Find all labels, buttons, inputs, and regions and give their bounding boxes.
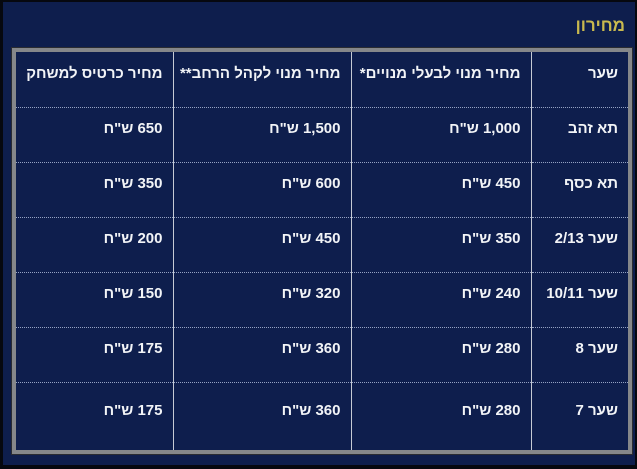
header-row: שער מחיר מנוי לבעלי מנויים* מחיר מנוי לק… — [16, 52, 628, 107]
cell-member-price: 280 ש"ח — [350, 326, 531, 382]
cell-ticket-price: 150 ש"ח — [16, 271, 173, 327]
cell-ticket-price: 200 ש"ח — [16, 216, 173, 272]
table-row-gate-10-11: שער 10/11 240 ש"ח 320 ש"ח 150 ש"ח — [16, 271, 628, 327]
column-header-gate: שער — [530, 52, 628, 107]
cell-gate: תא זהב — [530, 106, 628, 162]
table-row-gate-7: שער 7 280 ש"ח 360 ש"ח 175 ש"ח — [16, 381, 628, 450]
page-title: מחירון — [575, 16, 625, 35]
price-table: שער מחיר מנוי לבעלי מנויים* מחיר מנוי לק… — [16, 52, 628, 450]
cell-ticket-price: 175 ש"ח — [16, 381, 173, 450]
cell-ticket-price: 175 ש"ח — [16, 326, 173, 382]
cell-ticket-price: 650 ש"ח — [16, 106, 173, 162]
cell-member-price: 450 ש"ח — [350, 161, 531, 217]
cell-gate: שער 10/11 — [530, 271, 628, 327]
cell-public-price: 1,500 ש"ח — [172, 106, 351, 162]
cell-member-price: 1,000 ש"ח — [350, 106, 531, 162]
table-row-gate-2-13: שער 2/13 350 ש"ח 450 ש"ח 200 ש"ח — [16, 216, 628, 272]
cell-public-price: 320 ש"ח — [172, 271, 351, 327]
cell-gate: שער 7 — [530, 381, 628, 450]
table-row-silver-box: תא כסף 450 ש"ח 600 ש"ח 350 ש"ח — [16, 161, 628, 217]
cell-ticket-price: 350 ש"ח — [16, 161, 173, 217]
cell-member-price: 280 ש"ח — [350, 381, 531, 450]
cell-public-price: 360 ש"ח — [172, 381, 351, 450]
cell-member-price: 350 ש"ח — [350, 216, 531, 272]
cell-public-price: 360 ש"ח — [172, 326, 351, 382]
price-table-frame: שער מחיר מנוי לבעלי מנויים* מחיר מנוי לק… — [11, 47, 633, 455]
cell-member-price: 240 ש"ח — [350, 271, 531, 327]
column-header-public-subscription-price: מחיר מנוי לקהל הרחב** — [172, 52, 351, 107]
cell-public-price: 600 ש"ח — [172, 161, 351, 217]
cell-public-price: 450 ש"ח — [172, 216, 351, 272]
column-header-game-ticket-price: מחיר כרטיס למשחק — [26, 64, 163, 82]
table-row-gate-8: שער 8 280 ש"ח 360 ש"ח 175 ש"ח — [16, 326, 628, 382]
table-row-gold-box: תא זהב 1,000 ש"ח 1,500 ש"ח 650 ש"ח — [16, 106, 628, 162]
column-header-member-subscription-price: מחיר מנוי לבעלי מנויים* — [350, 52, 531, 107]
cell-gate: שער 2/13 — [530, 216, 628, 272]
cell-gate: שער 8 — [530, 326, 628, 382]
cell-gate: תא כסף — [530, 161, 628, 217]
